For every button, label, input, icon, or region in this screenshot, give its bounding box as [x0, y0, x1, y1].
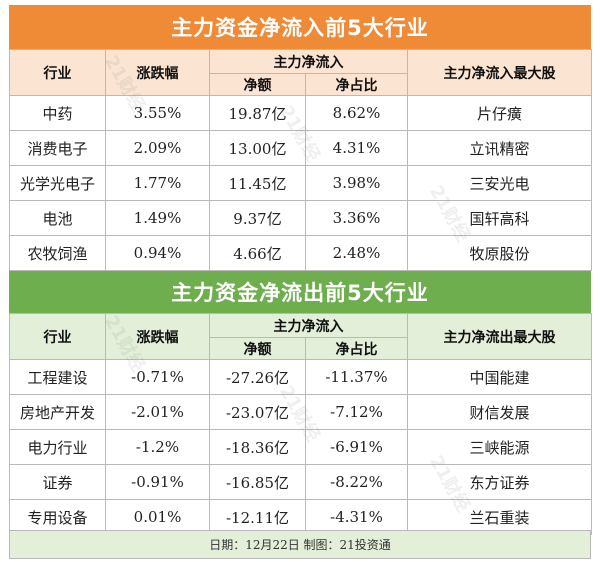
cell-net-amount: 9.37亿 — [209, 200, 306, 236]
cell-industry: 电力行业 — [9, 429, 106, 465]
table-row: 电池 1.49% 9.37亿 3.36% 国轩高科 — [9, 200, 592, 236]
cell-top-stock: 三峡能源 — [407, 429, 592, 465]
header-top-stock: 主力净流入最大股 — [407, 49, 592, 96]
cell-industry: 中药 — [9, 95, 106, 131]
cell-top-stock: 中国能建 — [407, 359, 592, 395]
cell-top-stock: 三安光电 — [407, 165, 592, 201]
footer-credit: 日期：12月22日 制图：21投资通 — [9, 530, 591, 559]
cell-change: -2.01% — [105, 394, 210, 430]
cell-change: 1.77% — [105, 165, 210, 201]
table-row: 证券 -0.91% -16.85亿 -8.22% 东方证券 — [9, 464, 592, 500]
header-top-stock: 主力净流出最大股 — [407, 313, 592, 360]
header-industry: 行业 — [9, 49, 106, 96]
cell-industry: 农牧饲渔 — [9, 235, 106, 271]
cell-net-ratio: 3.98% — [305, 165, 408, 201]
cell-net-ratio: 3.36% — [305, 200, 408, 236]
cell-change: 1.49% — [105, 200, 210, 236]
outflow-title: 主力资金净流出前5大行业 — [9, 271, 591, 313]
cell-change: -1.2% — [105, 429, 210, 465]
cell-net-ratio: 4.31% — [305, 130, 408, 166]
cell-industry: 房地产开发 — [9, 394, 106, 430]
header-main-flow: 主力净流入 — [209, 313, 408, 338]
cell-industry: 电池 — [9, 200, 106, 236]
table-row: 工程建设 -0.71% -27.26亿 -11.37% 中国能建 — [9, 359, 592, 395]
cell-net-ratio: 8.62% — [305, 95, 408, 131]
cell-net-ratio: -8.22% — [305, 464, 408, 500]
inflow-title: 主力资金净流入前5大行业 — [9, 5, 591, 49]
cell-net-amount: -18.36亿 — [209, 429, 306, 465]
cell-net-ratio: -7.12% — [305, 394, 408, 430]
cell-net-ratio: -6.91% — [305, 429, 408, 465]
table-row: 农牧饲渔 0.94% 4.66亿 2.48% 牧原股份 — [9, 235, 592, 271]
table-row: 消费电子 2.09% 13.00亿 4.31% 立讯精密 — [9, 130, 592, 166]
outflow-table: 行业 涨跌幅 主力净流入 主力净流出最大股 净额 净占比 工程建设 -0.71% -… — [9, 313, 592, 535]
cell-industry: 消费电子 — [9, 130, 106, 166]
cell-net-amount: 19.87亿 — [209, 95, 306, 131]
cell-top-stock: 兰石重装 — [407, 499, 592, 535]
header-change: 涨跌幅 — [105, 313, 210, 360]
cell-industry: 证券 — [9, 464, 106, 500]
cell-net-amount: -23.07亿 — [209, 394, 306, 430]
cell-net-amount: 4.66亿 — [209, 235, 306, 271]
cell-net-ratio: -4.31% — [305, 499, 408, 535]
header-net-ratio: 净占比 — [305, 337, 408, 360]
cell-net-amount: -16.85亿 — [209, 464, 306, 500]
cell-top-stock: 立讯精密 — [407, 130, 592, 166]
cell-net-amount: -27.26亿 — [209, 359, 306, 395]
cell-industry: 工程建设 — [9, 359, 106, 395]
cell-top-stock: 东方证券 — [407, 464, 592, 500]
table-row: 电力行业 -1.2% -18.36亿 -6.91% 三峡能源 — [9, 429, 592, 465]
table-row: 光学光电子 1.77% 11.45亿 3.98% 三安光电 — [9, 165, 592, 201]
cell-change: 3.55% — [105, 95, 210, 131]
inflow-table: 行业 涨跌幅 主力净流入 主力净流入最大股 净额 净占比 中药 3.55% 19.8… — [9, 49, 592, 271]
cell-change: 2.09% — [105, 130, 210, 166]
cell-change: 0.94% — [105, 235, 210, 271]
cell-net-amount: 13.00亿 — [209, 130, 306, 166]
header-net-ratio: 净占比 — [305, 73, 408, 96]
table-row: 专用设备 0.01% -12.11亿 -4.31% 兰石重装 — [9, 499, 592, 535]
header-net-amount: 净额 — [209, 73, 306, 96]
cell-net-ratio: 2.48% — [305, 235, 408, 271]
cell-top-stock: 片仔癀 — [407, 95, 592, 131]
cell-change: -0.71% — [105, 359, 210, 395]
cell-industry: 光学光电子 — [9, 165, 106, 201]
header-net-amount: 净额 — [209, 337, 306, 360]
cell-top-stock: 国轩高科 — [407, 200, 592, 236]
cell-top-stock: 牧原股份 — [407, 235, 592, 271]
cell-net-amount: 11.45亿 — [209, 165, 306, 201]
header-change: 涨跌幅 — [105, 49, 210, 96]
cell-top-stock: 财信发展 — [407, 394, 592, 430]
table-row: 房地产开发 -2.01% -23.07亿 -7.12% 财信发展 — [9, 394, 592, 430]
cell-change: 0.01% — [105, 499, 210, 535]
cell-change: -0.91% — [105, 464, 210, 500]
header-main-flow: 主力净流入 — [209, 49, 408, 74]
header-industry: 行业 — [9, 313, 106, 360]
table-row: 中药 3.55% 19.87亿 8.62% 片仔癀 — [9, 95, 592, 131]
cell-net-ratio: -11.37% — [305, 359, 408, 395]
cell-industry: 专用设备 — [9, 499, 106, 535]
